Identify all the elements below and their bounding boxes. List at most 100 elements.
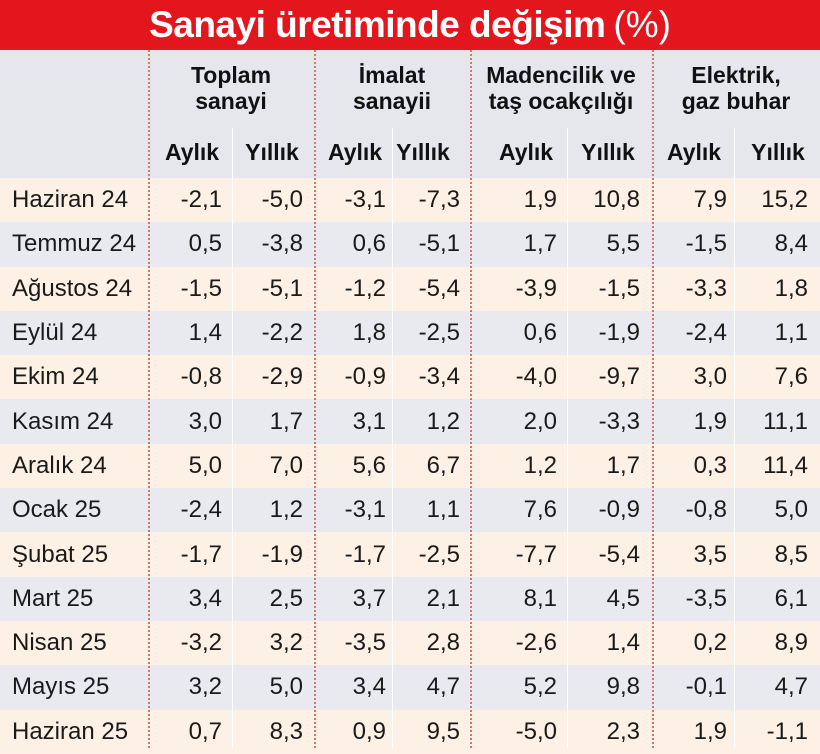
table-cell: 7,6 — [774, 363, 808, 391]
table-cell: 10,8 — [593, 186, 640, 214]
table-row: Aralık 24 5,0 7,0 5,6 6,7 1,2 1,7 0,3 11,4 — [0, 443, 820, 489]
table-cell: 1,8 — [774, 274, 808, 302]
table-cell: -7,3 — [418, 186, 460, 214]
subcolumn-divider — [567, 128, 568, 748]
table-row: Ekim 24 -0,8 -2,9 -0,9 -3,4 -4,0 -9,7 3,0 7,6 — [0, 355, 820, 400]
table-cell: 0,6 — [523, 319, 557, 347]
group-header: İmalat sanayii — [314, 50, 470, 126]
table-cell: 3,0 — [188, 407, 222, 435]
table-cell: 6,1 — [774, 584, 808, 612]
subcolumn-header-monthly: Aylık — [498, 138, 554, 165]
table-cell: 4,7 — [426, 673, 460, 701]
table-cell: -9,7 — [598, 363, 640, 391]
table-row: Nisan 25 -3,2 3,2 -3,5 2,8 -2,6 1,4 0,2 8,9 — [0, 620, 820, 666]
table-cell: -5,0 — [261, 186, 303, 214]
group-header: Toplam sanayi — [148, 50, 314, 126]
table-cell: 0,6 — [352, 230, 386, 258]
table-cell: 3,7 — [352, 584, 386, 612]
table-cell: 1,7 — [269, 407, 303, 435]
table-row: Temmuz 24 0,5 -3,8 0,6 -5,1 1,7 5,5 -1,5 8,4 — [0, 222, 820, 267]
table-row: Haziran 24 -2,1 -5,0 -3,1 -7,3 1,9 10,8 7,9 15,2 — [0, 178, 820, 223]
table-cell: -5,1 — [261, 274, 303, 302]
table-cell: -4,0 — [515, 363, 557, 391]
table-cell: -3,4 — [418, 363, 460, 391]
table-cell: 1,7 — [523, 230, 557, 258]
table-body: Haziran 24 -2,1 -5,0 -3,1 -7,3 1,9 10,8 7,9 15,2… — [0, 178, 820, 754]
row-period-label: Ocak 25 — [12, 496, 102, 524]
table-cell: -0,8 — [180, 363, 222, 391]
table-cell: 8,3 — [269, 717, 303, 745]
table-cell: -1,9 — [261, 540, 303, 568]
row-period-label: Haziran 25 — [12, 717, 129, 745]
table-row: Haziran 25 0,7 8,3 0,9 9,5 -5,0 2,3 1,9 -1,1 — [0, 709, 820, 754]
group-divider — [470, 50, 472, 748]
table-row: Mart 25 3,4 2,5 3,7 2,1 8,1 4,5 -3,5 6,1 — [0, 576, 820, 621]
table-cell: 2,8 — [426, 629, 460, 657]
table-cell: 3,1 — [352, 407, 386, 435]
row-period-label: Haziran 24 — [12, 186, 129, 214]
table-cell: 3,4 — [352, 673, 386, 701]
table-cell: 3,0 — [693, 363, 727, 391]
table-cell: 5,0 — [269, 673, 303, 701]
table-cell: -1,5 — [180, 274, 222, 302]
subcolumn-header-monthly: Aylık — [327, 138, 383, 165]
table-cell: -5,4 — [418, 274, 460, 302]
row-period-label: Ekim 24 — [12, 363, 99, 391]
table-cell: -5,4 — [598, 540, 640, 568]
table-cell: -3,5 — [344, 629, 386, 657]
table-cell: 7,0 — [269, 451, 303, 479]
table-cell: -2,6 — [515, 629, 557, 657]
table-cell: 3,4 — [188, 584, 222, 612]
table-cell: 11,4 — [763, 451, 808, 479]
group-header-line1: Madencilik ve — [486, 62, 636, 88]
table-cell: -2,4 — [685, 319, 727, 347]
table-cell: -3,1 — [344, 496, 386, 524]
table-cell: -2,2 — [261, 319, 303, 347]
group-header-line1: Toplam — [190, 62, 272, 88]
group-header-label: Toplam sanayi — [191, 62, 271, 114]
group-header-label: Elektrik, gaz buhar — [682, 62, 791, 114]
table-cell: 1,2 — [426, 407, 460, 435]
table-cell: -0,9 — [344, 363, 386, 391]
table-cell: 5,2 — [523, 673, 557, 701]
table-cell: 2,3 — [606, 717, 640, 745]
table-cell: 1,2 — [269, 496, 303, 524]
group-header-label: Madencilik ve taş ocakçılığı — [486, 62, 636, 114]
row-period-label: Şubat 25 — [12, 540, 109, 568]
table-cell: 5,6 — [352, 451, 386, 479]
table-cell: -2,5 — [418, 540, 460, 568]
group-header: Madencilik ve taş ocakçılığı — [470, 50, 652, 126]
table-cell: -2,1 — [180, 186, 222, 214]
table-cell: 0,7 — [188, 717, 222, 745]
table-cell: -2,9 — [261, 363, 303, 391]
row-period-label: Eylül 24 — [12, 319, 98, 347]
table-cell: 1,1 — [774, 319, 808, 347]
group-header-row: Toplam sanayi İmalat sanayii Madencilik ve ta… — [0, 50, 820, 126]
table-cell: -0,8 — [685, 496, 727, 524]
table-cell: 0,3 — [693, 451, 727, 479]
group-header-line2: sanayi — [195, 88, 267, 114]
table-cell: 3,2 — [269, 629, 303, 657]
table-cell: -3,3 — [598, 407, 640, 435]
row-period-label: Aralık 24 — [12, 451, 107, 479]
table-cell: 8,4 — [774, 230, 808, 258]
subcolumn-divider — [392, 128, 393, 748]
subcolumn-header-yearly: Yıllık — [751, 138, 805, 165]
table-cell: -5,0 — [515, 717, 557, 745]
table-cell: -2,5 — [418, 319, 460, 347]
table-cell: 7,9 — [693, 186, 727, 214]
table-cell: 0,9 — [352, 717, 386, 745]
table-cell: 1,7 — [606, 451, 640, 479]
table-cell: 1,4 — [606, 629, 640, 657]
row-period-label: Temmuz 24 — [12, 230, 137, 258]
table-cell: 2,0 — [523, 407, 557, 435]
table-row: Şubat 25 -1,7 -1,9 -1,7 -2,5 -7,7 -5,4 3,5 8,5 — [0, 532, 820, 577]
table-row: Eylül 24 1,4 -2,2 1,8 -2,5 0,6 -1,9 -2,4 1,1 — [0, 310, 820, 356]
subcolumn-divider — [734, 128, 735, 748]
table-row: Ocak 25 -2,4 1,2 -3,1 1,1 7,6 -0,9 -0,8 5,0 — [0, 488, 820, 533]
group-header-line2: sanayii — [353, 88, 431, 114]
table-cell: -1,2 — [344, 274, 386, 302]
subcolumn-header-row: Aylık Yıllık Aylık Yıllık Aylık Yıllık Aylık Yı… — [0, 126, 820, 178]
group-divider — [148, 50, 150, 748]
